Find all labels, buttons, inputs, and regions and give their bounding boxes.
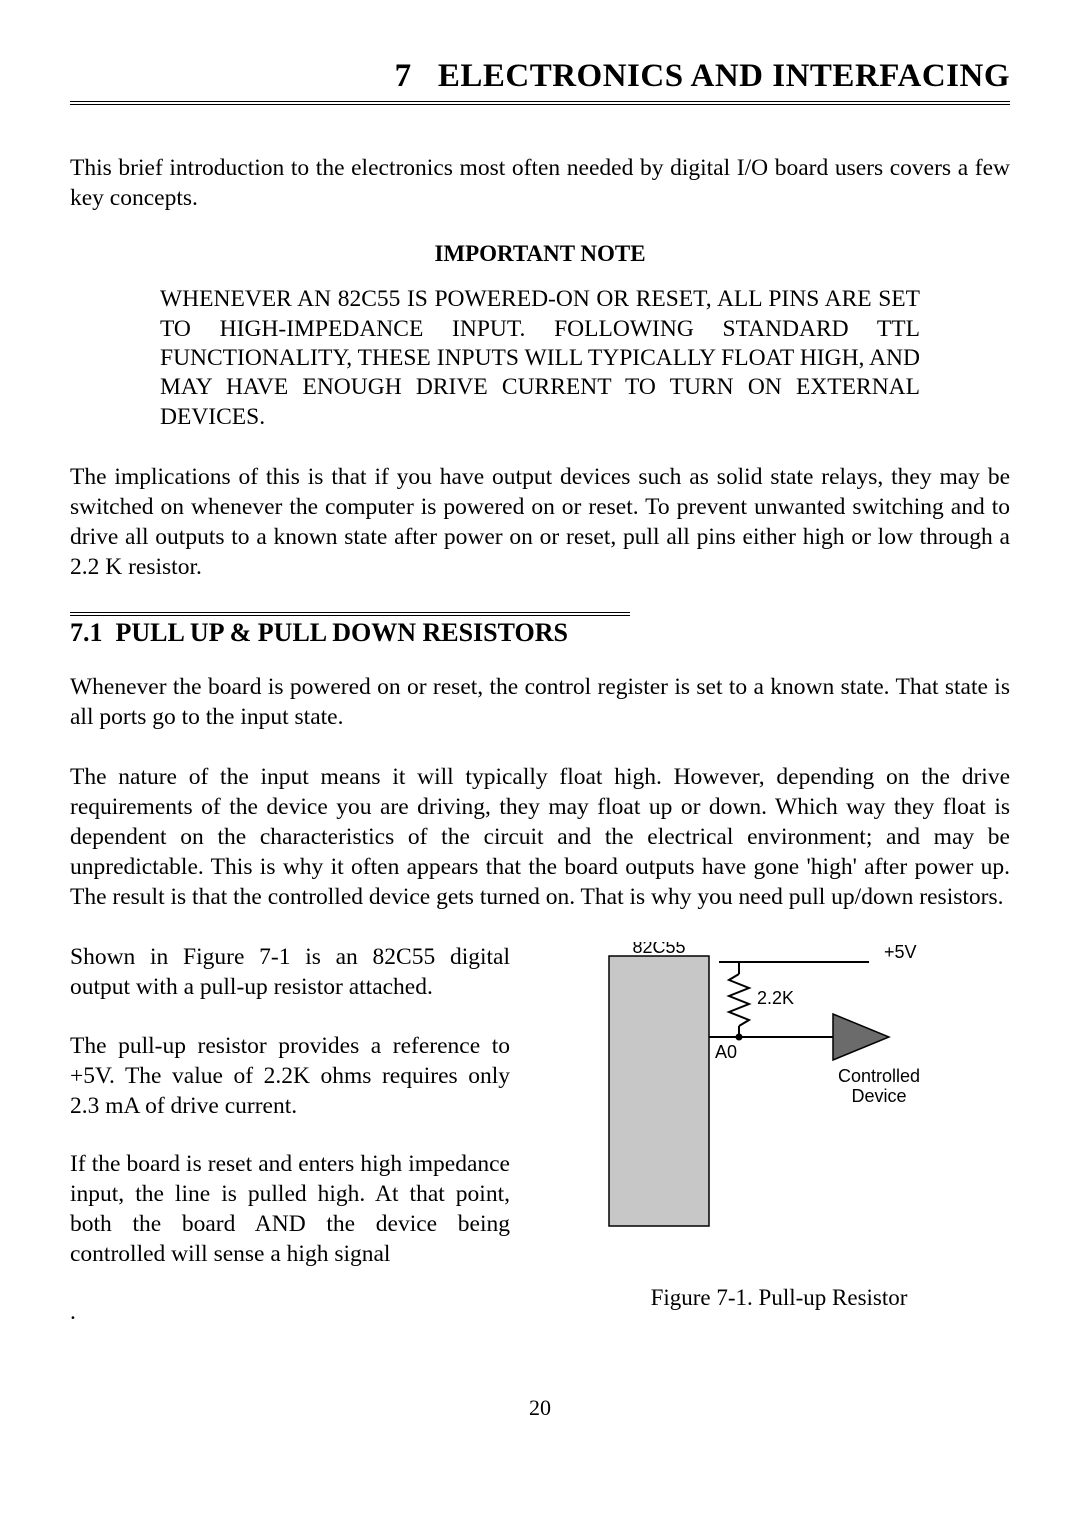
chip-label: 82C55 [632,942,685,957]
figure-caption: Figure 7-1. Pull-up Resistor [548,1285,1010,1311]
chapter-number: 7 [395,58,412,94]
right-column: 82C55 +5V 2.2K A0 Contro [548,942,1010,1311]
left-p2: The pull-up resistor provides a referenc… [70,1031,510,1121]
section-heading: 7.1 PULL UP & PULL DOWN RESISTORS [70,618,1010,648]
left-p3: If the board is reset and enters high im… [70,1149,510,1269]
device-label-1: Controlled [838,1066,920,1086]
section-rule [70,612,630,616]
note-heading: IMPORTANT NOTE [70,241,1010,267]
section-title: PULL UP & PULL DOWN RESISTORS [116,618,568,647]
intro-paragraph: This brief introduction to the electroni… [70,153,1010,213]
chapter-rule [70,101,1010,105]
pin-label: A0 [715,1042,737,1062]
resistor-label: 2.2K [757,988,794,1008]
left-column: Shown in Figure 7-1 is an 82C55 digital … [70,942,510,1355]
section-p2: The nature of the input means it will ty… [70,762,1010,912]
left-dot: . [70,1297,510,1327]
section-number: 7.1 [70,618,103,647]
note-body: WHENEVER AN 82C55 IS POWERED-ON OR RESET… [160,285,920,432]
left-p1: Shown in Figure 7-1 is an 82C55 digital … [70,942,510,1002]
chapter-title-text: ELECTRONICS AND INTERFACING [438,58,1010,94]
chapter-title: 7 ELECTRONICS AND INTERFACING [70,58,1010,95]
section-p1: Whenever the board is powered on or rese… [70,672,1010,732]
implications-paragraph: The implications of this is that if you … [70,462,1010,582]
page-number: 20 [70,1395,1010,1421]
device-label-2: Device [851,1086,906,1106]
pullup-diagram: 82C55 +5V 2.2K A0 Contro [589,942,969,1247]
voltage-label: +5V [884,942,917,962]
